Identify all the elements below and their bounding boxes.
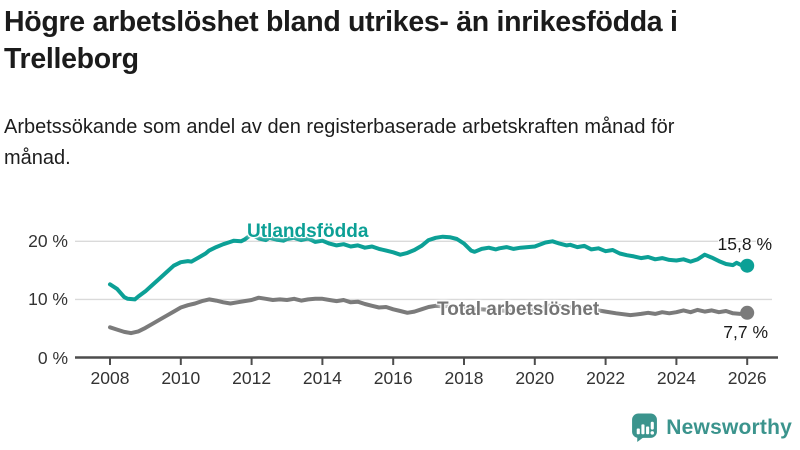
x-tick-label: 2016 xyxy=(373,368,413,388)
y-tick-label: 20 % xyxy=(28,231,68,252)
page-subtitle: Arbetssökande som andel av den registerb… xyxy=(4,116,675,169)
end-value-total-arbetsloshet: 7,7 % xyxy=(723,322,768,342)
series-label-utlandsfodda: Utlandsfödda xyxy=(247,221,369,242)
y-tick-label: 0 % xyxy=(37,347,68,368)
series-end-dot-utlandsfodda xyxy=(740,258,755,273)
x-tick-label: 2014 xyxy=(302,368,342,388)
series-end-dot-total xyxy=(740,305,755,320)
page-title: Högre arbetslöshet bland utrikes- än inr… xyxy=(4,6,678,76)
end-value-utlandsfodda: 15,8 % xyxy=(717,234,772,254)
newsworthy-logo[interactable]: Newsworthy xyxy=(631,413,792,442)
x-tick-label: 2012 xyxy=(232,368,272,388)
x-tick-label: 2024 xyxy=(656,368,696,388)
newsworthy-logo-icon xyxy=(632,413,658,442)
x-tick-label: 2010 xyxy=(161,368,201,388)
x-tick-label: 2008 xyxy=(90,368,130,388)
x-tick-label: 2026 xyxy=(727,368,767,388)
series-label-total-arbetsloshet: Total arbetslöshet xyxy=(437,299,600,320)
x-tick-label: 2018 xyxy=(444,368,484,388)
newsworthy-logo-text: Newsworthy xyxy=(666,415,792,439)
series-line-total xyxy=(108,295,750,336)
y-tick-label: 10 % xyxy=(28,289,68,310)
series-line-utlandsfodda xyxy=(108,232,750,302)
x-tick-label: 2022 xyxy=(586,368,626,388)
x-tick-label: 2020 xyxy=(515,368,555,388)
